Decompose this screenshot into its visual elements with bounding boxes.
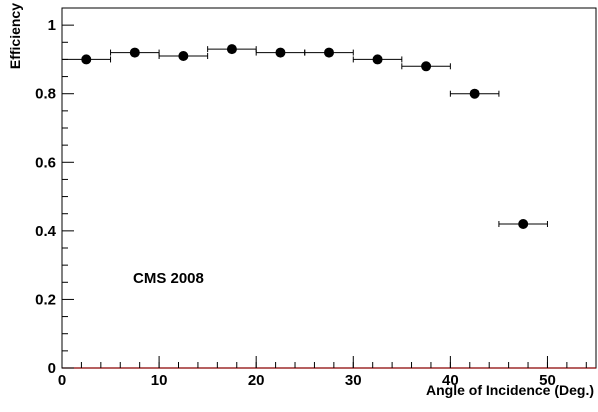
data-point — [372, 54, 383, 65]
x-tick-label: 40 — [442, 372, 459, 389]
y-axis-title: Efficiency — [7, 3, 23, 69]
x-tick-label: 0 — [58, 372, 66, 389]
plot-border — [61, 7, 597, 369]
x-tick-label: 50 — [539, 372, 556, 389]
data-point — [421, 61, 432, 72]
data-series — [61, 44, 548, 229]
x-tick-label: 20 — [248, 372, 265, 389]
y-tick-label: 0 — [48, 360, 56, 377]
y-tick-label: 0.6 — [35, 154, 56, 171]
y-tick-label: 0.4 — [35, 223, 57, 240]
x-tick-label: 10 — [151, 372, 168, 389]
y-tick-label: 1 — [48, 17, 56, 34]
data-point — [324, 47, 334, 58]
data-point — [178, 51, 189, 61]
data-point — [469, 88, 480, 99]
x-axis-title: Angle of Incidence (Deg.) — [426, 382, 594, 398]
data-point — [81, 54, 92, 65]
y-tick-label: 0.2 — [35, 291, 56, 308]
data-point — [518, 219, 529, 229]
y-tick-label: 0.8 — [35, 86, 56, 103]
data-point — [129, 47, 140, 58]
data-point — [226, 44, 237, 55]
y-axis-ticks: 0 0.2 0.4 0.6 0.8 1 — [35, 7, 74, 377]
plot-frame — [61, 7, 597, 369]
x-tick-label: 30 — [345, 372, 362, 389]
x-axis-ticks: 0 10 20 30 40 50 — [58, 356, 587, 389]
chart-annotation: CMS 2008 — [133, 270, 204, 287]
data-point — [275, 47, 286, 58]
